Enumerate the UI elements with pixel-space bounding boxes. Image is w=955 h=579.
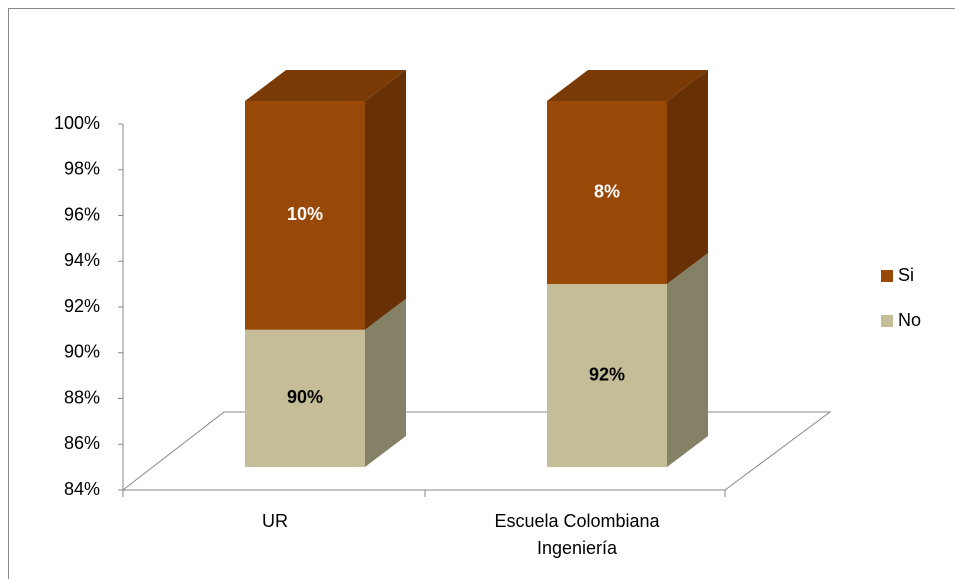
bar	[547, 253, 708, 467]
y-tick-label: 86%	[64, 433, 100, 453]
chart-border	[8, 8, 955, 579]
bar-top	[547, 70, 708, 101]
y-tick-label: 98%	[64, 159, 100, 179]
bar-side	[365, 70, 406, 330]
bar-front	[547, 101, 667, 284]
bar	[245, 298, 406, 467]
y-tick-label: 92%	[64, 296, 100, 316]
bar-front	[245, 329, 365, 467]
y-tick-label: 88%	[64, 387, 100, 407]
bar-front	[547, 284, 667, 467]
data-label: 8%	[594, 181, 620, 201]
data-label: 92%	[589, 364, 625, 384]
legend-label: Si	[898, 265, 914, 285]
y-tick-label: 94%	[64, 250, 100, 270]
x-tick-label: UR	[262, 511, 288, 531]
bar-side	[365, 298, 406, 467]
y-tick-label: 100%	[54, 113, 100, 133]
x-tick-label-box: UR	[262, 511, 288, 531]
floor	[121, 411, 832, 491]
x-tick-label: Escuela Colombiana Ingeniería	[494, 511, 660, 558]
bar-side	[667, 70, 708, 284]
legend-label: No	[898, 310, 921, 330]
bar-top	[245, 70, 406, 101]
legend-swatch	[881, 315, 893, 327]
bar	[547, 70, 708, 284]
data-label: 90%	[287, 387, 323, 407]
bar	[245, 70, 406, 330]
y-tick-label: 90%	[64, 342, 100, 362]
data-label: 10%	[287, 204, 323, 224]
bar-side	[667, 253, 708, 467]
bar-front	[245, 101, 365, 330]
y-tick-label: 96%	[64, 204, 100, 224]
legend-swatch	[881, 270, 893, 282]
y-tick-label: 84%	[64, 479, 100, 499]
x-tick-label-box: Escuela Colombiana Ingeniería	[494, 511, 660, 558]
